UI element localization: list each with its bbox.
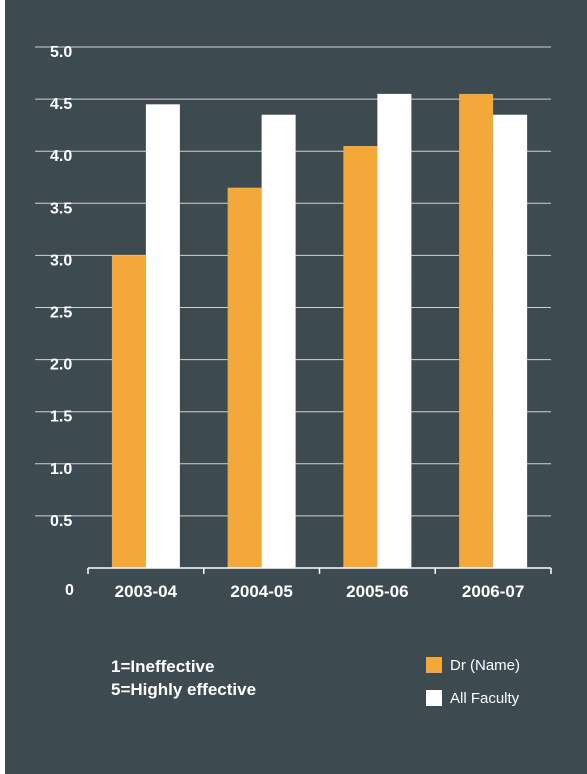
y-tick-label: 2.5 <box>50 305 72 322</box>
bar-dr-name <box>227 187 262 569</box>
bar-dr-name <box>111 255 146 568</box>
legend-swatch-dr-name <box>426 657 442 673</box>
y-tick-label: 1.0 <box>50 461 72 478</box>
x-axis <box>87 567 552 574</box>
y-tick-label: 0.5 <box>50 513 72 530</box>
y-tick-label: 0 <box>65 582 74 599</box>
bar-all-faculty <box>145 104 180 568</box>
scale-note-max: 5=Highly effective <box>111 680 257 699</box>
bar-all-faculty <box>377 93 412 568</box>
y-tick-label: 3.0 <box>50 252 72 269</box>
bar-dr-name <box>459 93 494 568</box>
legend-item-dr-name: Dr (Name) <box>426 654 520 676</box>
bar-all-faculty <box>261 114 296 568</box>
x-category-label: 2006-07 <box>462 582 524 601</box>
x-category-label: 2004-05 <box>230 582 292 601</box>
y-tick-label: 4.5 <box>50 96 72 113</box>
bar-all-faculty <box>493 114 528 568</box>
y-axis-tick-labels: 0 0.5 1.0 1.5 2.0 2.5 3.0 3.5 4.0 4.5 5.0 <box>50 44 74 599</box>
legend-label-dr-name: Dr (Name) <box>450 656 520 674</box>
legend: Dr (Name) All Faculty <box>426 654 520 720</box>
legend-label-all-faculty: All Faculty <box>450 689 520 707</box>
bar-dr-name <box>343 145 378 569</box>
x-category-label: 2005-06 <box>346 582 408 601</box>
y-tick-label: 1.5 <box>50 409 72 426</box>
x-axis-category-labels: 2003-04 2004-05 2005-06 2006-07 <box>115 582 525 601</box>
x-category-label: 2003-04 <box>115 582 178 601</box>
scale-note: 1=Ineffective 5=Highly effective <box>111 655 256 701</box>
bars <box>111 93 528 569</box>
y-tick-label: 3.5 <box>50 200 72 217</box>
legend-swatch-all-faculty <box>426 690 442 706</box>
legend-item-all-faculty: All Faculty <box>426 687 520 709</box>
y-tick-label: 4.0 <box>50 148 72 165</box>
y-tick-label: 5.0 <box>50 44 72 61</box>
scale-note-min: 1=Ineffective <box>111 657 215 676</box>
y-tick-label: 2.0 <box>50 357 72 374</box>
